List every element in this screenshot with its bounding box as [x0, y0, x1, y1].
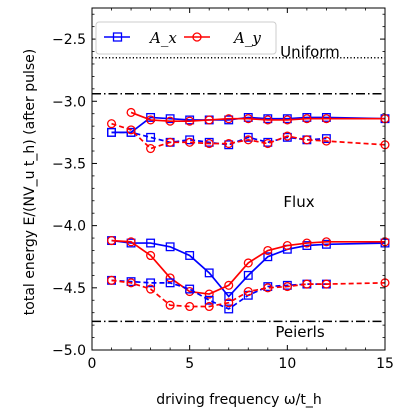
data-point-s7-3 [165, 300, 175, 310]
data-point-s1-5 [224, 114, 234, 124]
reference-label-uniform: Uniform [280, 43, 340, 61]
data-point-s5-6 [224, 280, 234, 290]
data-point-s4-2 [146, 238, 156, 248]
data-point-s5-7 [243, 258, 253, 268]
reference-label-peierls: Peierls [275, 323, 324, 341]
data-point-s3-5 [204, 139, 214, 149]
annotation-flux: Flux [283, 193, 314, 211]
x-tick-label-0: 0 [88, 356, 97, 372]
data-point-s3-2 [146, 143, 156, 154]
data-point-s4-6 [224, 292, 234, 301]
series-line-0 [111, 116, 386, 134]
data-point-s7-4 [185, 301, 195, 312]
data-point-s6-6 [224, 304, 234, 314]
data-point-s3-6 [224, 139, 234, 149]
axes-frame [91, 7, 386, 351]
data-point-s6-2 [146, 278, 156, 288]
data-point-s2-0 [107, 127, 116, 137]
data-point-s3-10 [302, 135, 312, 145]
y-axis-label: total energy E/(NV_u t_h) (after pulse) [22, 49, 38, 315]
axes-layer: 0 5 10 15 −5.0 −4.5 −4.0 −3.5 −3.0 −2.5 [52, 7, 394, 372]
data-point-s7-2 [146, 284, 156, 294]
data-point-s7-11 [321, 279, 331, 289]
data-point-s7-6 [224, 298, 234, 308]
data-point-s6-4 [185, 284, 195, 294]
data-point-s1-6 [243, 114, 253, 124]
data-point-s7-7 [243, 286, 253, 297]
data-point-s3-3 [165, 137, 175, 147]
series-line-7 [111, 279, 386, 308]
data-point-s2-2 [146, 132, 156, 142]
y-tick-label-5: −2.5 [52, 32, 86, 48]
data-point-s3-8 [263, 139, 273, 149]
data-point-s7-8 [263, 283, 273, 293]
data-point-s4-3 [165, 242, 175, 252]
data-point-s5-3 [165, 273, 175, 283]
data-point-s5-11 [321, 237, 331, 247]
data-point-s5-0 [106, 236, 117, 246]
data-point-s1-9 [302, 114, 312, 124]
data-point-s1-3 [185, 116, 195, 126]
x-axis-label: driving frequency ω/t_h [156, 392, 321, 408]
data-point-s4-7 [243, 270, 253, 280]
data-point-s3-7 [243, 135, 253, 145]
data-point-s5-10 [302, 238, 312, 248]
data-point-s7-0 [106, 275, 117, 285]
x-tick-label-2: 10 [278, 356, 296, 372]
x-tick-label-1: 5 [185, 356, 194, 372]
series-line-4 [111, 239, 386, 298]
data-point-s4-8 [263, 252, 273, 262]
data-point-s7-9 [282, 282, 292, 292]
data-point-s7-1 [126, 278, 136, 288]
y-tick-label-1: −4.5 [52, 281, 86, 297]
data-point-s7-10 [302, 279, 312, 289]
data-point-s5-8 [263, 245, 273, 256]
legend-label-ax: A_x [148, 29, 177, 47]
legend-frame [95, 21, 277, 55]
data-point-s4-5 [204, 268, 214, 278]
data-point-s5-9 [282, 240, 292, 251]
data-point-s1-10 [321, 114, 331, 124]
data-point-s3-11 [321, 136, 331, 146]
y-tick-label-0: −5.0 [52, 343, 86, 359]
data-point-s6-5 [204, 295, 214, 305]
data-point-s3-9 [282, 131, 292, 141]
series-line-5 [111, 239, 385, 295]
data-point-s3-0 [106, 119, 117, 129]
reference-lines [92, 56, 385, 323]
legend-label-ay: A_y [232, 29, 261, 47]
data-point-s1-7 [263, 115, 273, 125]
data-point-s3-1 [126, 125, 136, 135]
data-point-s6-3 [165, 278, 175, 288]
data-point-s1-1 [146, 115, 156, 125]
legend-marker-ay [192, 32, 202, 42]
data-point-s5-5 [204, 289, 214, 299]
data-point-s1-8 [282, 115, 292, 125]
data-point-s7-5 [204, 301, 214, 312]
series-layer [106, 107, 390, 314]
y-tick-label-3: −3.5 [52, 156, 86, 172]
legend-marker-ax [112, 32, 123, 42]
data-point-s3-4 [185, 137, 195, 147]
y-tick-label-4: −3.0 [52, 94, 86, 110]
y-tick-label-2: −4.0 [52, 219, 86, 235]
data-point-s4-4 [185, 251, 195, 260]
data-point-s1-2 [165, 116, 175, 126]
data-point-s1-0 [126, 107, 136, 118]
data-point-s5-2 [146, 250, 156, 261]
data-point-s1-4 [204, 115, 214, 125]
legend: A_x A_y [95, 21, 277, 55]
data-point-s5-1 [126, 237, 136, 247]
x-tick-label-3: 15 [376, 356, 394, 372]
